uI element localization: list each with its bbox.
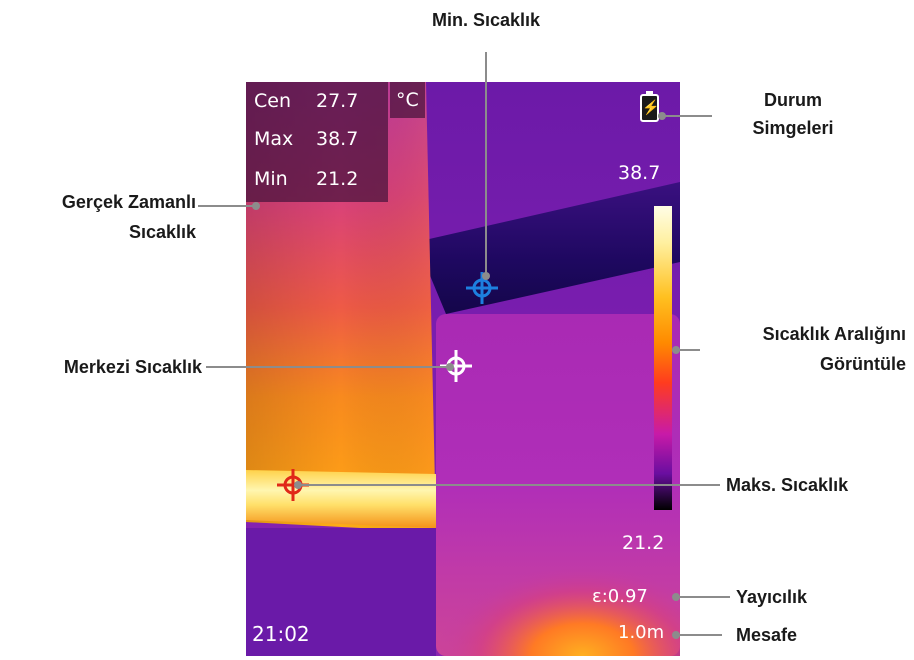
callout-display-range-line1: Sıcaklık Aralığını xyxy=(762,324,906,344)
emissivity-value: ε:0.97 xyxy=(592,586,648,607)
callout-distance: Mesafe xyxy=(736,625,798,645)
temperature-unit: °C xyxy=(390,82,425,118)
callout-realtime-temp-line2: Sıcaklık xyxy=(128,222,196,242)
temperature-palette-bar xyxy=(654,206,672,510)
temperature-readout-panel: Cen 27.7 Max 38.7 Min 21.2 xyxy=(246,82,388,202)
min-temp-value: 21.2 xyxy=(316,168,359,190)
callout-emissivity: Yayıcılık xyxy=(736,587,808,607)
clock-time: 21:02 xyxy=(252,622,310,646)
palette-max-value: 38.7 xyxy=(618,162,661,184)
max-temp-row: Max 38.7 xyxy=(254,128,358,150)
max-temp-label: Max xyxy=(254,128,294,150)
callout-realtime-temp-line1: Gerçek Zamanlı xyxy=(61,192,196,212)
max-temp-value: 38.7 xyxy=(316,128,359,150)
callout-display-range-line2: Görüntüle xyxy=(820,354,906,374)
battery-charging-icon: ⚡ xyxy=(640,91,659,122)
distance-value: 1.0m xyxy=(618,622,665,643)
callout-status-icons-line1: Durum xyxy=(764,90,822,110)
palette-min-value: 21.2 xyxy=(622,532,665,554)
center-temp-row: Cen 27.7 xyxy=(254,90,358,112)
center-temp-value: 27.7 xyxy=(316,90,359,112)
thermal-screen: Cen 27.7 Max 38.7 Min 21.2 °C ⚡ 38.7 21.2 ε… xyxy=(246,82,680,656)
min-temp-label: Min xyxy=(254,168,288,190)
callout-center-temp: Merkezi Sıcaklık xyxy=(63,357,202,377)
callout-max-temp: Maks. Sıcaklık xyxy=(726,475,849,495)
callout-status-icons-line2: Simgeleri xyxy=(752,118,834,138)
callout-min-temp: Min. Sıcaklık xyxy=(431,10,541,30)
min-temp-row: Min 21.2 xyxy=(254,168,358,190)
center-temp-label: Cen xyxy=(254,90,291,112)
